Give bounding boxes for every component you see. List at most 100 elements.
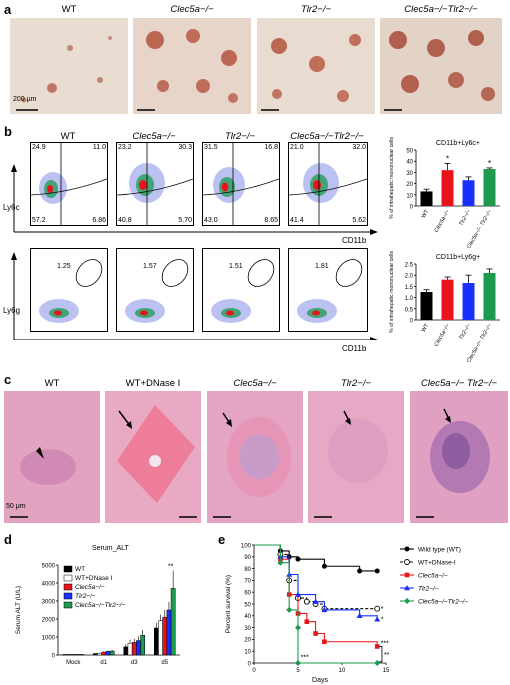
survival-point — [322, 639, 327, 645]
flow-gate-wt: 1.25 — [57, 263, 71, 270]
flow-plot-ly6c-wt: 24.9 11.0 57.2 6.86 — [30, 142, 108, 226]
alt-legend-label: WT — [75, 566, 85, 573]
flow-q-ul-clec5a: 23.2 — [118, 144, 132, 151]
survival-legend-marker — [404, 559, 410, 565]
survival-point — [295, 556, 301, 562]
survival-legend-label: Wild type (WT) — [418, 546, 461, 553]
flow-q-ur-wt: 11.0 — [92, 144, 106, 151]
flow-q-ul-tlr2: 31.5 — [204, 144, 218, 151]
ly6c-significance: * — [446, 154, 449, 163]
alt-ytick-label: 3000 — [42, 600, 56, 606]
flow-plot-ly6g-dko: 1.81 — [288, 248, 368, 332]
ly6c-bar — [462, 180, 475, 206]
alt-significance: ** — [168, 563, 174, 570]
bar-chart-serum-alt: Serum_ALT 0 1000 2000 3000 4000 5000 Serum ALT … — [15, 545, 180, 666]
flow-q-ul-dko: 21.0 — [290, 144, 304, 151]
ly6c-bar — [441, 170, 454, 206]
panel-e-label: e — [218, 532, 226, 547]
alt-bar — [66, 654, 72, 656]
flow-q-ul-wt: 24.9 — [32, 144, 46, 151]
flow-gate-clec5a: 1.57 — [143, 263, 157, 270]
ly6g-category-label: Tlr2−/− — [458, 322, 472, 341]
panel-b-title-wt: WT — [60, 131, 76, 142]
ly6g-category-label: WT — [421, 322, 431, 333]
panel-b-title-clec5a: Clec5a−/− — [132, 131, 176, 142]
ly6g-category-label: Clec5a−/− — [433, 322, 451, 347]
he-image-tlr2 — [308, 391, 404, 523]
survival-point — [374, 605, 381, 612]
ly6c-ylabel: % of intrahepatic mononuclear cells — [389, 137, 395, 219]
panel-b-row2-xlabel: CD11b — [342, 344, 367, 353]
alt-bar — [170, 588, 176, 656]
flow-plot-ly6c-clec5a: 23.2 30.3 40.8 5.70 — [116, 142, 194, 226]
survival-annotation: * — [381, 617, 384, 624]
alt-bar — [101, 651, 107, 656]
survival-legend-marker — [404, 572, 410, 578]
flow-axes — [11, 164, 378, 340]
survival-ytick-label: 30 — [244, 626, 251, 632]
ly6c-ytick-label: 20 — [406, 182, 413, 188]
ihc-image-clec5a — [133, 18, 251, 114]
survival-point — [374, 568, 380, 574]
survival-ytick-label: 40 — [244, 614, 251, 620]
he-image-wt: 50 μm — [4, 391, 100, 523]
alt-category-label: d1 — [100, 660, 107, 666]
survival-point — [321, 563, 327, 569]
panel-d-label: d — [4, 532, 12, 547]
alt-bar — [123, 646, 129, 656]
ly6c-title: CD11b+Ly6c+ — [436, 140, 480, 147]
survival-point — [374, 644, 380, 649]
ihc-image-dko — [380, 18, 502, 114]
alt-ytick-label: 0 — [52, 654, 56, 660]
panel-c-label: c — [4, 372, 12, 387]
ly6g-ytick-label: 0.5 — [405, 307, 414, 313]
ly6c-category-label: Tlr2−/− — [458, 208, 472, 227]
survival-point — [357, 568, 363, 574]
flow-plot-ly6g-clec5a: 1.57 — [116, 248, 194, 332]
ly6c-bar — [420, 191, 433, 206]
alt-legend-swatch — [63, 601, 73, 609]
panel-c-title-wt: WT — [44, 378, 60, 389]
flow-plot-ly6c-dko: 21.0 32.0 41.4 5.62 — [288, 142, 368, 226]
flow-q-ur-dko: 32.0 — [352, 144, 366, 151]
alt-legend-label: Clec5a−/− — [75, 584, 105, 591]
flow-plot-ly6g-wt: 1.25 — [30, 248, 108, 332]
survival-legend-marker — [404, 546, 410, 552]
panel-b-label: b — [4, 124, 12, 139]
survival-xtick-label: 5 — [296, 668, 300, 674]
ly6g-ylabel: % of intrahepatic mononuclear cells — [389, 251, 395, 333]
ly6c-category-label: WT — [421, 208, 431, 219]
survival-point — [374, 616, 381, 622]
survival-point — [277, 559, 284, 566]
flow-q-ll-tlr2: 43.0 — [204, 217, 218, 224]
survival-xlabel: Days — [312, 677, 328, 684]
alt-bar — [158, 620, 163, 656]
ly6g-ytick-label: 2.0 — [405, 274, 414, 280]
ly6c-ytick-label: 50 — [406, 149, 413, 155]
ly6g-bar — [483, 272, 496, 320]
ly6c-ytick-label: 10 — [406, 193, 413, 199]
ihc-image-wt: 200 μm — [10, 18, 128, 114]
alt-legend-swatch — [63, 574, 73, 582]
flow-q-ur-tlr2: 16.8 — [264, 144, 278, 151]
survival-legend-marker — [404, 585, 410, 591]
bar-chart-ly6g: CD11b+Ly6g+ 0 0.5 1.0 1.5 2.0 2.5 % of intrahep… — [389, 251, 500, 362]
panel-b-row1-ylabel: Ly6c — [3, 203, 20, 212]
panel-a-title-clec5a: Clec5a−/− — [170, 4, 214, 15]
ly6c-ytick-label: 30 — [406, 171, 413, 177]
alt-bar — [166, 609, 172, 656]
alt-bar — [127, 643, 133, 656]
alt-ytick-label: 2000 — [42, 618, 56, 624]
survival-annotation: *** — [381, 640, 389, 647]
ly6g-ytick-label: 0 — [410, 319, 414, 325]
panel-a-title-wt: WT — [61, 4, 77, 15]
alt-bar — [140, 634, 146, 656]
alt-bar — [75, 654, 80, 656]
flow-plot-ly6g-tlr2: 1.51 — [202, 248, 280, 332]
panel-c-title-tlr2: Tlr2−/− — [340, 378, 372, 389]
he-image-dko — [410, 391, 508, 523]
alt-ytick-label: 5000 — [42, 564, 56, 570]
survival-legend-label: Tlr2−/− — [418, 585, 439, 592]
survival-legend-label: Clec5a−/− — [418, 572, 448, 579]
alt-bar — [154, 627, 159, 656]
